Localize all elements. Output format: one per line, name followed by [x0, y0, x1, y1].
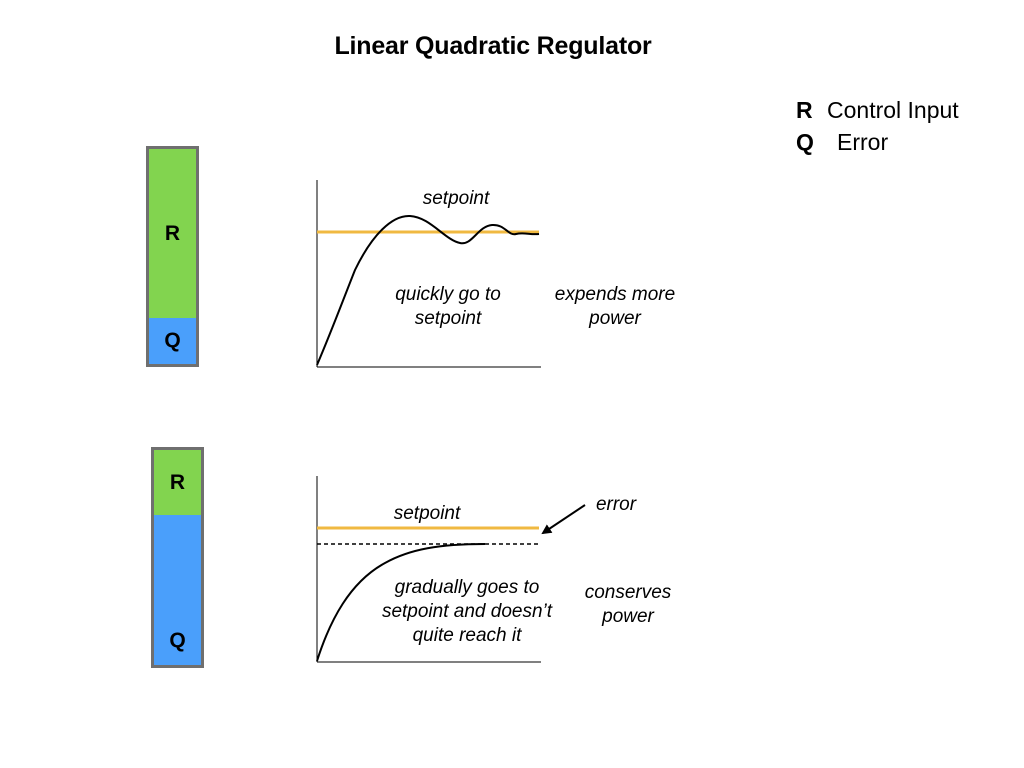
legend: R Control Input Q Error [796, 94, 959, 158]
plot-top [316, 180, 541, 368]
q-segment-top: Q [149, 318, 196, 364]
setpoint-label-bottom: setpoint [393, 503, 461, 524]
power-label-bottom: conserves power [584, 582, 672, 627]
r-label-top: R [164, 221, 181, 245]
r-segment-top: R [149, 149, 196, 318]
legend-label-r: Control Input [827, 97, 959, 123]
response-curve-top [316, 214, 540, 366]
plot-bottom [316, 476, 586, 663]
curve-label-top: quickly go to setpoint [395, 284, 501, 329]
setpoint-label-top: setpoint [422, 188, 490, 209]
q-segment-bottom: Q [154, 515, 201, 665]
legend-key-q: Q [796, 129, 814, 155]
error-arrow [541, 504, 586, 535]
page-title: Linear Quadratic Regulator [334, 32, 652, 60]
r-segment-bottom: R [154, 450, 201, 515]
legend-item-r: R Control Input [796, 94, 959, 126]
legend-key-r: R [796, 97, 813, 123]
legend-item-q: Q Error [796, 126, 959, 158]
curve-label-bottom: gradually goes to setpoint and doesn’t q… [381, 577, 553, 646]
weight-bar-top: R Q [146, 146, 199, 367]
weight-bar-bottom: R Q [151, 447, 204, 668]
q-label-top: Q [164, 329, 181, 352]
error-label: error [595, 494, 637, 515]
q-label-bottom: Q [169, 629, 186, 652]
response-curve-bottom [316, 543, 486, 662]
legend-label-q: Error [837, 129, 889, 155]
r-label-bottom: R [169, 470, 186, 494]
power-label-top: expends more power [554, 284, 676, 329]
